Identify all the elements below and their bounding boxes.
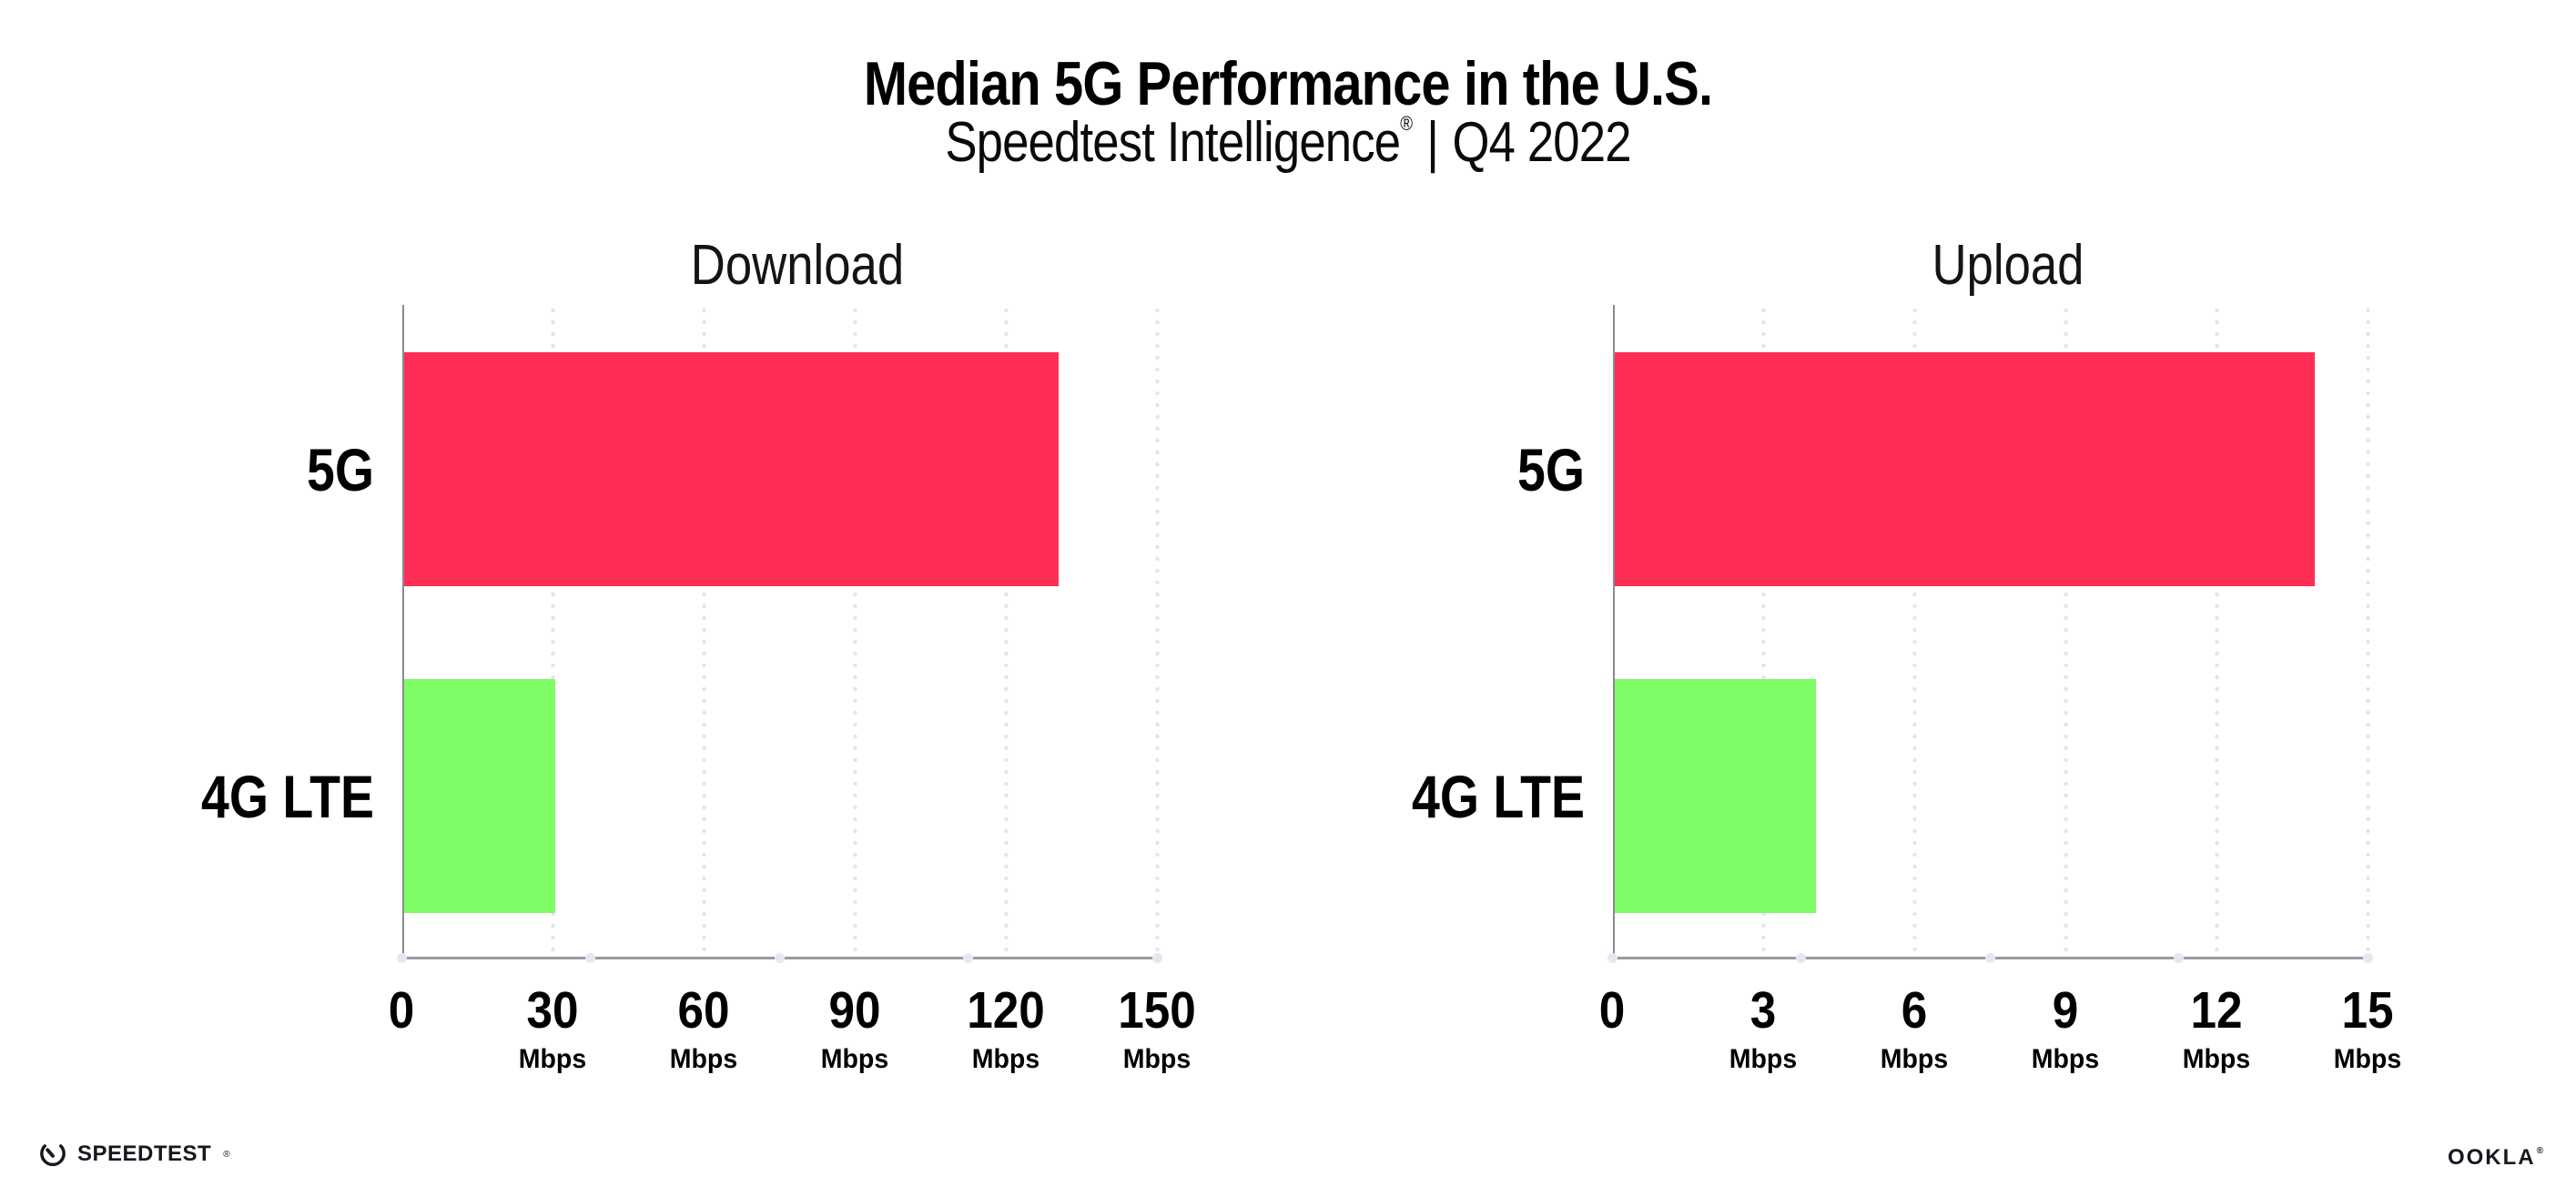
chart-subtitle: Speedtest Intelligence® | Q4 2022 bbox=[193, 87, 2383, 179]
x-tick-unit: Mbps bbox=[2333, 1044, 2402, 1074]
gridline bbox=[1912, 307, 1917, 951]
axis-tick-dot bbox=[1984, 953, 1995, 963]
x-tick-label: 15 bbox=[2341, 981, 2394, 1040]
x-axis-line bbox=[401, 957, 1160, 959]
axis-tick-dot bbox=[2174, 953, 2184, 963]
y-axis-line bbox=[402, 305, 404, 959]
y-axis-line bbox=[1613, 305, 1615, 959]
x-tick-label: 3 bbox=[1749, 981, 1777, 1040]
subtitle-brand: Speedtest Intelligence bbox=[945, 111, 1401, 174]
axis-tick-dot bbox=[963, 953, 973, 963]
x-tick-label: 150 bbox=[1118, 981, 1196, 1040]
x-tick-label: 90 bbox=[828, 981, 881, 1040]
gridline bbox=[1154, 307, 1160, 951]
bar-4g-lte bbox=[1615, 679, 1817, 913]
upload-panel-title: Upload bbox=[1932, 234, 2084, 297]
speedtest-gauge-icon bbox=[38, 1140, 67, 1169]
x-tick-unit: Mbps bbox=[1729, 1044, 1798, 1074]
speedtest-wordmark: SPEEDTEST bbox=[77, 1141, 212, 1166]
speedtest-logo: SPEEDTEST ® bbox=[38, 1138, 230, 1171]
x-tick-unit: Mbps bbox=[518, 1044, 587, 1074]
gridline bbox=[2214, 307, 2219, 951]
ookla-registered-icon: ® bbox=[2536, 1146, 2545, 1156]
category-label: 5G bbox=[307, 435, 374, 503]
axis-tick-dot bbox=[1607, 953, 1618, 963]
registered-trademark-icon: ® bbox=[1400, 112, 1413, 135]
x-tick-label: 30 bbox=[526, 981, 579, 1040]
axis-tick-dot bbox=[2362, 953, 2373, 963]
x-tick-label: 12 bbox=[2190, 981, 2243, 1040]
x-tick-label: 9 bbox=[2052, 981, 2079, 1040]
x-tick-label: 60 bbox=[677, 981, 730, 1040]
gridline bbox=[550, 307, 555, 951]
category-label: 4G LTE bbox=[1412, 762, 1585, 830]
subtitle-period: Q4 2022 bbox=[1452, 111, 1631, 174]
gridline bbox=[852, 307, 857, 951]
gridline bbox=[1003, 307, 1009, 951]
bar-5g bbox=[404, 352, 1060, 586]
gridline bbox=[1760, 307, 1766, 951]
x-tick-unit: Mbps bbox=[1880, 1044, 1949, 1074]
category-label: 5G bbox=[1517, 435, 1585, 503]
chart-title: Median 5G Performance in the U.S. bbox=[863, 48, 1713, 118]
axis-tick-dot bbox=[396, 953, 407, 963]
gridline bbox=[2063, 307, 2068, 951]
x-tick-unit: Mbps bbox=[1122, 1044, 1192, 1074]
x-tick-unit: Mbps bbox=[820, 1044, 889, 1074]
gridline bbox=[701, 307, 706, 951]
bar-4g-lte bbox=[404, 679, 555, 913]
x-tick-unit: Mbps bbox=[2031, 1044, 2100, 1074]
axis-tick-dot bbox=[1796, 953, 1806, 963]
axis-tick-dot bbox=[1151, 953, 1162, 963]
subtitle-divider: | bbox=[1426, 111, 1439, 174]
x-tick-label: 0 bbox=[1598, 981, 1626, 1040]
x-tick-label: 120 bbox=[967, 981, 1045, 1040]
download-panel-title: Download bbox=[690, 234, 905, 297]
speedtest-registered-icon: ® bbox=[223, 1149, 230, 1160]
category-label: 4G LTE bbox=[201, 762, 374, 830]
x-tick-unit: Mbps bbox=[669, 1044, 738, 1074]
x-tick-unit: Mbps bbox=[2182, 1044, 2251, 1074]
x-tick-label: 6 bbox=[1901, 981, 1928, 1040]
gridline bbox=[2365, 307, 2370, 951]
x-tick-unit: Mbps bbox=[971, 1044, 1040, 1074]
x-axis-line bbox=[1612, 957, 2370, 959]
bar-5g bbox=[1615, 352, 2316, 586]
x-tick-label: 0 bbox=[388, 981, 415, 1040]
axis-tick-dot bbox=[585, 953, 595, 963]
axis-tick-dot bbox=[774, 953, 785, 963]
ookla-wordmark: OOKLA bbox=[2447, 1145, 2536, 1170]
ookla-logo: OOKLA® bbox=[2448, 1145, 2545, 1171]
